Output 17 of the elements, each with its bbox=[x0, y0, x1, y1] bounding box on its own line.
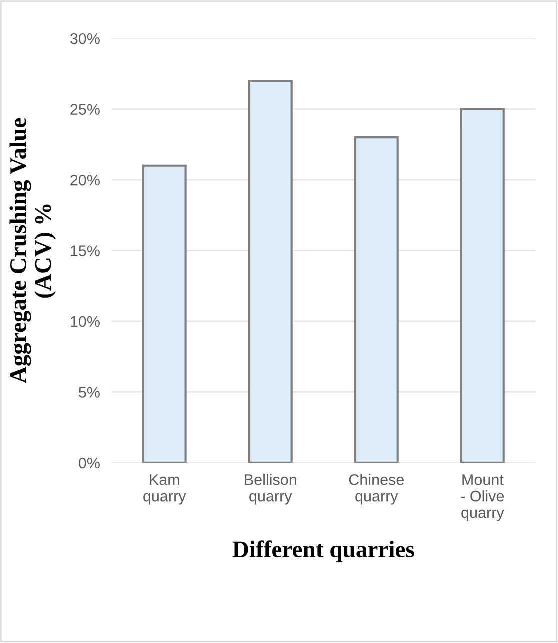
bar bbox=[142, 164, 187, 463]
y-tick-label: 5% bbox=[79, 387, 100, 398]
y-tick-label: 30% bbox=[70, 33, 100, 44]
bar bbox=[460, 108, 505, 463]
x-tick-label: Chinese quarry bbox=[349, 474, 404, 505]
y-tick-label: 25% bbox=[70, 104, 100, 115]
x-tick-label: Mount - Olive quarry bbox=[461, 474, 504, 522]
bar bbox=[354, 136, 399, 463]
y-tick-label: 0% bbox=[79, 458, 100, 469]
x-tick-label: Kam quarry bbox=[144, 474, 186, 505]
y-tick-label: 15% bbox=[71, 246, 100, 256]
y-axis-title: Aggregate Crushing Value (ACV) % bbox=[10, 118, 56, 384]
x-tick-label: Bellison quarry bbox=[245, 474, 296, 505]
y-tick-label: 10% bbox=[71, 316, 100, 328]
y-tick-label: 20% bbox=[70, 174, 100, 186]
bar bbox=[248, 80, 293, 463]
x-axis-title: Different quarries bbox=[232, 540, 414, 562]
